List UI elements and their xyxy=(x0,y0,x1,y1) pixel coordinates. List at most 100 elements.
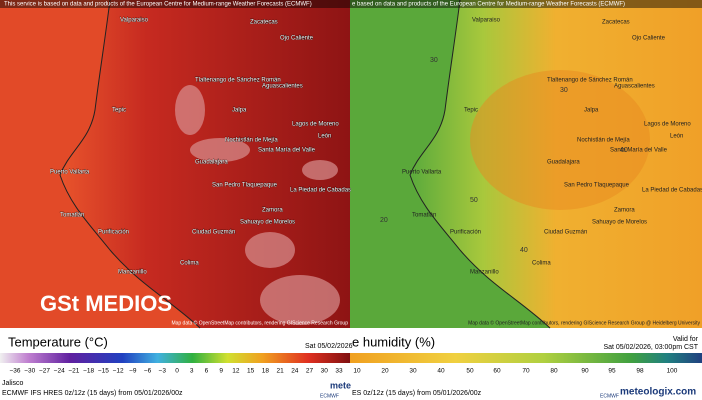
temperature-colorbar xyxy=(0,353,350,363)
contour-label: 20 xyxy=(380,217,388,224)
city-label: Zacatecas xyxy=(602,20,630,26)
contour-label: 50 xyxy=(470,197,478,204)
temperature-tick: 12 xyxy=(232,368,240,375)
attribution: Map data © OpenStreetMap contributors, r… xyxy=(468,319,700,326)
city-label: Tepic xyxy=(464,108,478,114)
temperature-tick: −27 xyxy=(39,368,50,375)
city-label: San Pedro Tlaquepaque xyxy=(212,183,278,189)
humidity-tick: 40 xyxy=(437,368,445,375)
city-label: Colima xyxy=(180,261,199,267)
city-label: San Pedro Tlaquepaque xyxy=(564,183,630,189)
model-info: ECMWF IFS HRES 0z/12z (15 days) from 05/… xyxy=(2,390,183,397)
temperature-tick: −15 xyxy=(98,368,109,375)
site: meteologix.com xyxy=(620,387,696,398)
humidity-colorbar xyxy=(350,353,702,363)
city-label: La Piedad de Cabadas xyxy=(642,188,702,194)
city-label: León xyxy=(670,134,683,140)
humidity-tick: 95 xyxy=(608,368,616,375)
contour-label: 30 xyxy=(430,57,438,64)
temperature-tick: 6 xyxy=(205,368,209,375)
temperature-tick: 3 xyxy=(190,368,194,375)
temperature-tick: −24 xyxy=(54,368,65,375)
temperature-tick: 27 xyxy=(306,368,314,375)
humidity-tick: 50 xyxy=(466,368,474,375)
city-label: Colima xyxy=(532,261,551,267)
temperature-tick: 33 xyxy=(335,368,343,375)
city-label: León xyxy=(318,134,331,140)
city-label: Lagos de Moreno xyxy=(644,122,691,128)
city-label: Valparaiso xyxy=(120,18,149,24)
legend-title: Temperature (°C) xyxy=(8,334,108,349)
temperature-tick: −18 xyxy=(83,368,94,375)
city-label: Purificación xyxy=(98,230,129,236)
temperature-tick: 18 xyxy=(262,368,270,375)
humidity-tick: 80 xyxy=(550,368,558,375)
city-label: Tlaltenango de Sánchez Román xyxy=(195,78,281,84)
city-label: Tomatlán xyxy=(60,213,84,219)
city-label: Ciudad Guzmán xyxy=(192,230,235,236)
city-label: Manzanillo xyxy=(470,270,499,276)
city-label: Santa María del Valle xyxy=(610,148,668,154)
attribution: Map data © OpenStreetMap contributors, r… xyxy=(171,319,348,326)
city-label: Zacatecas xyxy=(250,20,278,26)
temperature-tick: −21 xyxy=(68,368,79,375)
city-label: Lagos de Moreno xyxy=(292,122,339,128)
humidity-tick: 30 xyxy=(409,368,417,375)
city-label: Ojo Caliente xyxy=(632,36,666,42)
legend-date: Sat 05/02/2026 xyxy=(305,343,353,350)
city-label: Purificación xyxy=(450,230,481,236)
city-label: Ojo Caliente xyxy=(280,36,314,42)
city-label: Zamora xyxy=(262,208,283,214)
city-label: Nochistlán de Mejía xyxy=(225,138,278,144)
city-label: Tepic xyxy=(112,108,126,114)
city-label: Zamora xyxy=(614,208,635,214)
valid-label: Valid for xyxy=(673,336,699,343)
city-label: Jalpa xyxy=(584,108,599,114)
city-label: Sahuayo de Morelos xyxy=(240,220,295,226)
city-label: Tlaltenango de Sánchez Román xyxy=(547,78,633,84)
valid-date: Sat 05/02/2026, 03:00pm CST xyxy=(603,344,698,351)
contour-label: 40 xyxy=(520,247,528,254)
ecmwf-logo: ECMWF xyxy=(600,393,619,399)
humidity-tick: 20 xyxy=(381,368,389,375)
ecmwf-logo: ECMWF xyxy=(320,393,339,399)
city-label: Manzanillo xyxy=(118,270,147,276)
contour-label: 40 xyxy=(620,147,628,154)
city-label: Aguascalientes xyxy=(614,84,655,90)
city-label: Guadalajara xyxy=(195,160,228,166)
humidity-tick: 70 xyxy=(522,368,530,375)
banner-bg xyxy=(0,0,702,8)
temperature-tick: −9 xyxy=(129,368,137,375)
temperature-tick: 0 xyxy=(175,368,179,375)
temperature-tick: 9 xyxy=(219,368,223,375)
temperature-tick: −3 xyxy=(159,368,167,375)
city-label: Puerto Vallarta xyxy=(50,170,90,176)
city-label: Sahuayo de Morelos xyxy=(592,220,647,226)
city-label: Aguascalientes xyxy=(262,84,303,90)
temperature-tick: 21 xyxy=(276,368,284,375)
city-label: Guadalajara xyxy=(547,160,580,166)
brand: mete xyxy=(330,380,351,390)
city-label: Santa María del Valle xyxy=(258,148,316,154)
model-info: ES 0z/12z (15 days) from 05/01/2026/00z xyxy=(352,390,482,397)
temperature-tick: 15 xyxy=(247,368,255,375)
city-label: Ciudad Guzmán xyxy=(544,230,587,236)
humidity-tick: 60 xyxy=(493,368,501,375)
contour-label: 30 xyxy=(560,87,568,94)
banner-text: This service is based on data and produc… xyxy=(4,2,312,8)
temperature-tick: 30 xyxy=(321,368,329,375)
city-label: Valparaiso xyxy=(472,18,501,24)
humidity-map xyxy=(350,0,702,329)
logo: GSt MEDIOS xyxy=(40,291,172,316)
temperature-tick: 24 xyxy=(291,368,299,375)
banner-text: e based on data and products of the Euro… xyxy=(352,2,625,8)
city-label: Jalpa xyxy=(232,108,247,114)
humidity-tick: 100 xyxy=(667,368,678,375)
temperature-tick: −36 xyxy=(9,368,20,375)
humidity-tick: 10 xyxy=(353,368,361,375)
city-label: La Piedad de Cabadas xyxy=(290,188,351,194)
humidity-tick: 90 xyxy=(581,368,589,375)
temperature-tick: −30 xyxy=(24,368,35,375)
region: Jalisco xyxy=(2,380,24,387)
